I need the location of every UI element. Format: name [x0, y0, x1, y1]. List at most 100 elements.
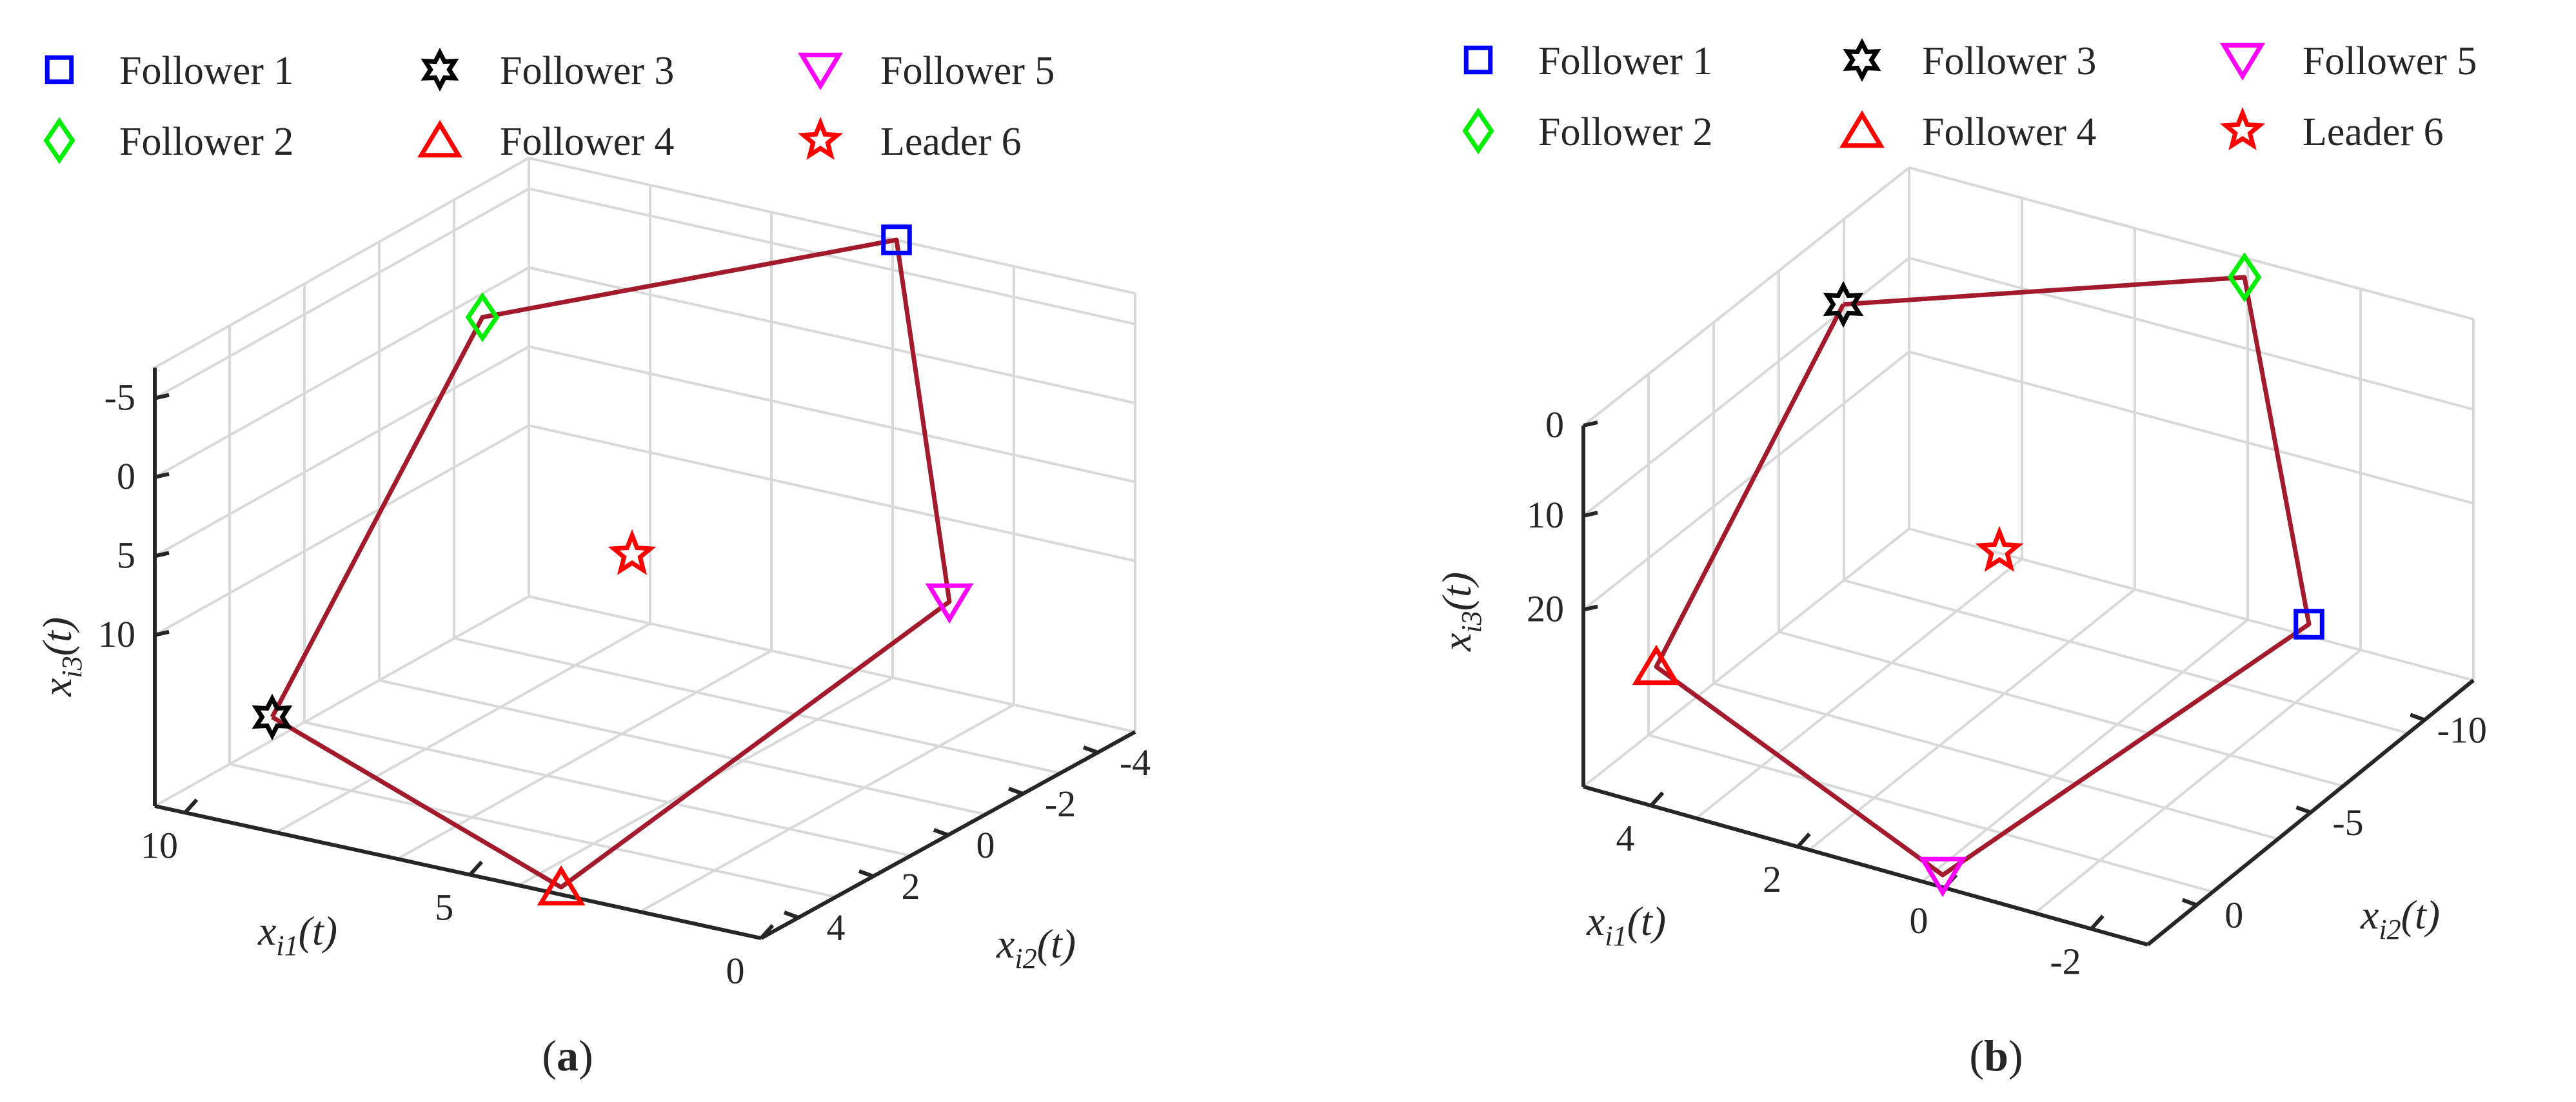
z-tick [154, 629, 170, 637]
marker-leader-6 [1975, 526, 2024, 572]
y-tick [858, 869, 875, 878]
marker-follower-4 [1632, 644, 1681, 685]
legend-entry-leader-6: Leader 6 [880, 120, 1022, 164]
wall-grid-line [528, 266, 1136, 404]
x-tick-label: 0 [726, 950, 745, 992]
z-tick [154, 551, 170, 558]
wall-grid-line [154, 187, 530, 400]
z-tick-label: 10 [1527, 494, 1564, 536]
x-tick [759, 923, 775, 940]
y-tick-label: 2 [902, 865, 920, 907]
wall-grid-line [1908, 257, 2474, 411]
legend-marker-follower-3 [1843, 37, 1881, 83]
legend-entry-leader-6: Leader 6 [2303, 110, 2444, 154]
z-tick [154, 393, 170, 400]
legend-marker-follower-2 [43, 117, 75, 164]
legend-entry-follower-5: Follower 5 [880, 49, 1055, 93]
y-tick [783, 910, 800, 920]
floor-grid-line [1843, 579, 2409, 734]
z-tick-label: 0 [1545, 404, 1564, 446]
marker-follower-4 [537, 865, 586, 906]
box-edge [1582, 527, 1910, 788]
legend-marker-leader-6 [2219, 106, 2266, 151]
marker-follower-1 [2294, 609, 2324, 640]
legend-marker-follower-5 [2220, 43, 2265, 81]
z-tick-label: 5 [117, 534, 135, 576]
z-axis-title: xi3(t) [34, 617, 88, 697]
y-tick-label: -5 [2332, 802, 2363, 843]
legend: Follower 1 Follower 2 Follower 3 Follower 4… [1462, 37, 2477, 155]
floor-grid-line [639, 704, 1015, 913]
wall-grid-line [154, 345, 530, 558]
z-tick-label: -5 [104, 377, 135, 418]
legend: Follower 1 Follower 2 Follower 3 Follower 4… [43, 47, 1055, 164]
wall-grid-line [154, 424, 530, 636]
wall-grid-line [528, 345, 1136, 484]
floor-grid-line [1648, 734, 2214, 893]
legend-marker-follower-1 [1463, 45, 1493, 75]
box-edge [1582, 166, 1910, 427]
x-tick [1649, 791, 1665, 807]
x-axis-title: xi1(t) [1586, 898, 1666, 952]
x-axis [154, 804, 762, 940]
legend-entry-follower-3: Follower 3 [500, 49, 674, 93]
box-edge [154, 157, 530, 369]
legend-marker-follower-5 [798, 52, 843, 91]
y-tick [933, 828, 949, 837]
panel-caption: (b) [1969, 1031, 2023, 1080]
floor-grid-line [397, 649, 772, 860]
z-tick [1583, 420, 1598, 428]
y-tick [1007, 787, 1024, 796]
x-tick-label: 4 [1616, 817, 1635, 859]
legend-marker-follower-4 [1839, 110, 1885, 148]
legend-marker-follower-2 [1462, 107, 1494, 155]
y-axis-title: xi2(t) [996, 921, 1076, 974]
z-tick [154, 472, 170, 479]
legend-marker-follower-3 [421, 47, 459, 92]
panel-caption: (a) [542, 1031, 593, 1080]
marker-follower-1 [881, 224, 912, 255]
marker-follower-3 [252, 693, 293, 741]
y-tick [2181, 898, 2197, 907]
box-edge [528, 157, 1136, 295]
floor-grid-line [229, 763, 837, 898]
legend-entry-follower-4: Follower 4 [1922, 110, 2096, 154]
marker-leader-6 [608, 529, 657, 575]
z-axis-title: xi3(t) [1434, 572, 1487, 652]
legend-marker-follower-4 [417, 119, 462, 158]
legend-entry-follower-1: Follower 1 [1538, 39, 1712, 83]
wall-grid-line [528, 187, 1136, 326]
legend-marker-leader-6 [797, 116, 844, 161]
box-edge [1908, 166, 2474, 320]
floor-grid-line [304, 721, 911, 857]
legend-entry-follower-3: Follower 3 [1922, 39, 2096, 83]
box-edge [154, 595, 530, 807]
z-tick-label: 20 [1527, 588, 1564, 630]
marker-follower-2 [465, 292, 500, 342]
floor-grid-line [1713, 682, 2279, 840]
legend-entry-follower-5: Follower 5 [2303, 39, 2477, 83]
wall-grid-line [1582, 351, 1910, 611]
y-tick-label: 0 [976, 824, 995, 866]
x-axis-title: xi1(t) [257, 908, 337, 961]
marker-follower-5 [925, 583, 974, 624]
topology-link-path [1654, 275, 2312, 878]
y-tick-label: -2 [1045, 783, 1076, 825]
marker-follower-5 [1918, 856, 1967, 898]
x-tick [468, 860, 484, 876]
y-tick-label: 0 [2224, 894, 2243, 936]
floor-grid-line [2034, 649, 2362, 914]
y-tick-label: -10 [2437, 709, 2487, 751]
wall-grid-line [154, 266, 530, 478]
x-tick-label: 2 [1763, 858, 1781, 900]
x-tick-label: 0 [1910, 900, 1928, 941]
wall-grid-line [528, 424, 1136, 562]
floor-grid-line [1808, 588, 2136, 851]
x-axis [1583, 785, 2148, 947]
z-tick [1583, 604, 1598, 612]
y-axis-title: xi2(t) [2360, 892, 2440, 945]
z-tick [1583, 511, 1598, 518]
topology-link-path [270, 237, 952, 890]
